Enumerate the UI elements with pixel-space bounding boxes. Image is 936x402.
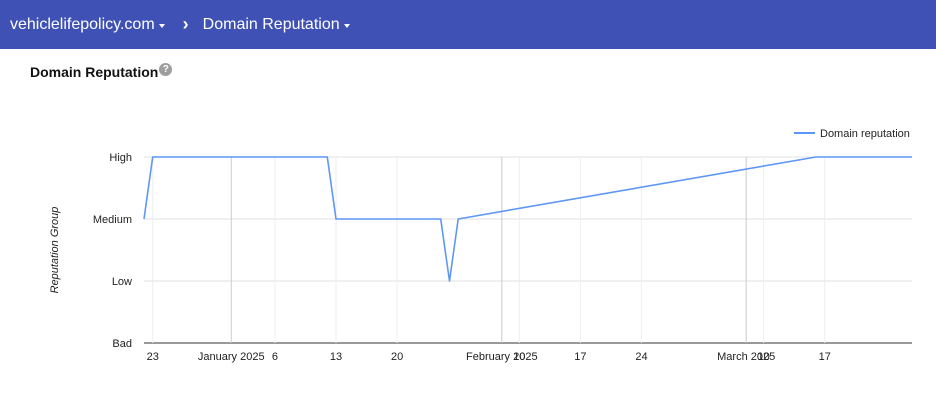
page-title: Domain Reputation (30, 64, 159, 80)
y-tick-label: Bad (112, 338, 132, 350)
chart-legend: Domain reputation (794, 128, 910, 140)
domain-selector-label: vehiclelifepolicy.com (10, 15, 155, 33)
x-tick-label: January 2025 (198, 351, 265, 363)
legend-label: Domain reputation (820, 128, 910, 140)
x-tick-label: March 2025 (717, 351, 775, 363)
x-tick-label: 10 (758, 351, 770, 363)
page-title-row: Domain Reputation ? (30, 62, 173, 80)
x-tick-label: 17 (574, 351, 586, 363)
x-tick-label: 24 (635, 351, 647, 363)
domain-selector[interactable]: vehiclelifepolicy.com (10, 16, 165, 34)
y-tick-label: Medium (93, 214, 132, 226)
x-tick-label: 6 (272, 351, 278, 363)
y-axis-label: Reputation Group (49, 207, 61, 294)
x-tick-label: 17 (819, 351, 831, 363)
section-selector[interactable]: Domain Reputation (203, 16, 350, 34)
dropdown-caret-icon (343, 23, 350, 28)
section-selector-label: Domain Reputation (202, 15, 340, 33)
help-icon[interactable]: ? (159, 62, 173, 76)
y-tick-label: Low (112, 276, 132, 288)
breadcrumb-chevron-icon: › (182, 14, 189, 34)
x-tick-label: February 2025 (466, 351, 538, 363)
x-tick-label: 20 (391, 351, 403, 363)
x-tick-label: 23 (147, 351, 159, 363)
y-tick-label: High (109, 152, 132, 164)
x-tick-label: 13 (330, 351, 342, 363)
top-app-bar: vehiclelifepolicy.com › Domain Reputatio… (0, 0, 936, 49)
x-tick-label: 10 (513, 351, 525, 363)
series-line (143, 156, 912, 282)
dropdown-caret-icon (158, 23, 165, 28)
